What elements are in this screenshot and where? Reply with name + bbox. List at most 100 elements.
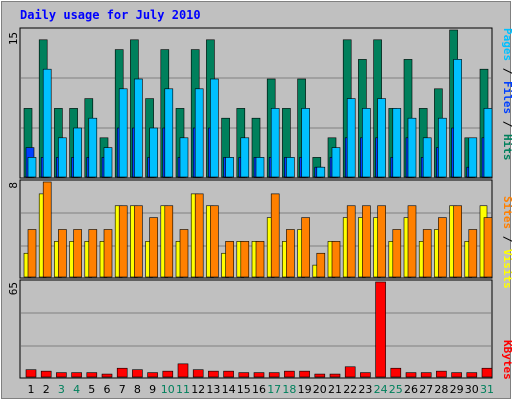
sites-bar [483, 217, 493, 278]
day-label: 15 [237, 383, 251, 396]
day-labels-layer: 1 2 3 4 5 6 7 8 9 10 11 12 13 14 15 16 17 18 19 20 21 22 23 24 2… [28, 383, 495, 396]
pages-bar [377, 98, 386, 178]
sites-bar [58, 229, 67, 278]
kbytes-bar [25, 369, 37, 378]
sites-bar [362, 205, 371, 278]
sites-bar [103, 229, 113, 278]
day-label: 12 [191, 383, 205, 396]
panel-kbytes-grid [21, 312, 491, 347]
day-label: 28 [434, 383, 448, 396]
day-label: 9 [149, 383, 156, 396]
sites-bar [225, 241, 234, 278]
kbytes-bar [481, 367, 493, 378]
kbytes-bar [132, 369, 143, 378]
sites-bar [240, 241, 250, 278]
kbytes-bar [208, 370, 219, 378]
legend-sep-1: / [501, 61, 512, 81]
day-label: 27 [419, 383, 433, 396]
sites-bar [210, 205, 219, 278]
legend-pages: Pages [501, 28, 512, 61]
pages-bar [270, 108, 280, 178]
pages-bar [286, 157, 295, 178]
day-label: 14 [222, 383, 236, 396]
day-label: 1 [28, 383, 35, 396]
sites-bar [331, 241, 341, 278]
day-label: 18 [282, 383, 296, 396]
kbytes-bar [360, 372, 371, 378]
pages-bar [301, 108, 310, 178]
pages-bar [255, 157, 265, 178]
day-label: 7 [119, 383, 126, 396]
sites-bar [392, 229, 402, 278]
kbytes-bar [147, 372, 158, 378]
day-label: 19 [298, 383, 312, 396]
legend-kbytes-text: KBytes [501, 340, 512, 380]
sites-bar [179, 229, 189, 278]
pages-bar [422, 137, 432, 178]
day-label: 29 [450, 383, 464, 396]
kbytes-bar [253, 372, 265, 378]
kbytes-bar [101, 373, 113, 378]
day-label: 3 [58, 383, 65, 396]
pages-bar [346, 98, 356, 178]
day-label: 5 [88, 383, 95, 396]
hits-y-max-label: 15 [7, 32, 20, 45]
sites-bar [346, 205, 356, 278]
kbytes-bar [420, 372, 432, 378]
pages-bar [42, 68, 52, 178]
kbytes-bar [223, 370, 234, 378]
pages-bar [483, 108, 493, 178]
day-label: 6 [104, 383, 111, 396]
pages-bar [225, 157, 234, 178]
day-label: 10 [161, 383, 175, 396]
day-label: 23 [358, 383, 372, 396]
pages-bar [179, 137, 189, 178]
sites-bar [73, 229, 82, 278]
pages-bar [392, 108, 402, 178]
bars-layer [23, 29, 493, 378]
day-label: 16 [252, 383, 266, 396]
legend-hits: Hits [501, 134, 512, 161]
pages-bar [27, 157, 37, 178]
sites-bar [194, 193, 204, 278]
day-label: 20 [313, 383, 327, 396]
pages-bar [118, 88, 128, 178]
pages-bar [453, 59, 462, 178]
kbytes-bar [162, 370, 174, 378]
day-label: 31 [480, 383, 494, 396]
sites-bar [468, 229, 478, 278]
kbytes-bar [238, 372, 250, 378]
pages-bar [164, 88, 174, 178]
legend-visits: Visits [501, 249, 512, 289]
kbytes-bar [466, 372, 478, 378]
kbytes-bar [192, 369, 204, 378]
sites-bar [438, 217, 447, 278]
day-label: 30 [465, 383, 479, 396]
visits-y-max-label: 8 [7, 182, 20, 189]
day-label: 11 [176, 383, 190, 396]
sites-bar [286, 229, 295, 278]
day-label: 21 [328, 383, 342, 396]
sites-bar [42, 181, 52, 278]
day-label: 24 [374, 383, 388, 396]
pages-bar [73, 127, 82, 178]
day-label: 17 [267, 383, 281, 396]
day-label: 26 [404, 383, 418, 396]
pages-bar [58, 137, 67, 178]
kbytes-bar [177, 363, 189, 378]
kbytes-bar [375, 281, 386, 378]
kbytes-bar [436, 370, 447, 378]
pages-bar [316, 166, 326, 178]
legend-hits-files-pages: Pages / Files / Hits [501, 28, 512, 161]
day-label: 2 [43, 383, 50, 396]
pages-bar [194, 88, 204, 178]
pages-bar [103, 147, 113, 178]
sites-bar [255, 241, 265, 278]
kbytes-bar [71, 372, 82, 378]
kbytes-bar [390, 367, 402, 378]
kbytes-bar [405, 372, 417, 378]
pages-bar [362, 108, 371, 178]
legend-sep-2: / [501, 114, 512, 134]
